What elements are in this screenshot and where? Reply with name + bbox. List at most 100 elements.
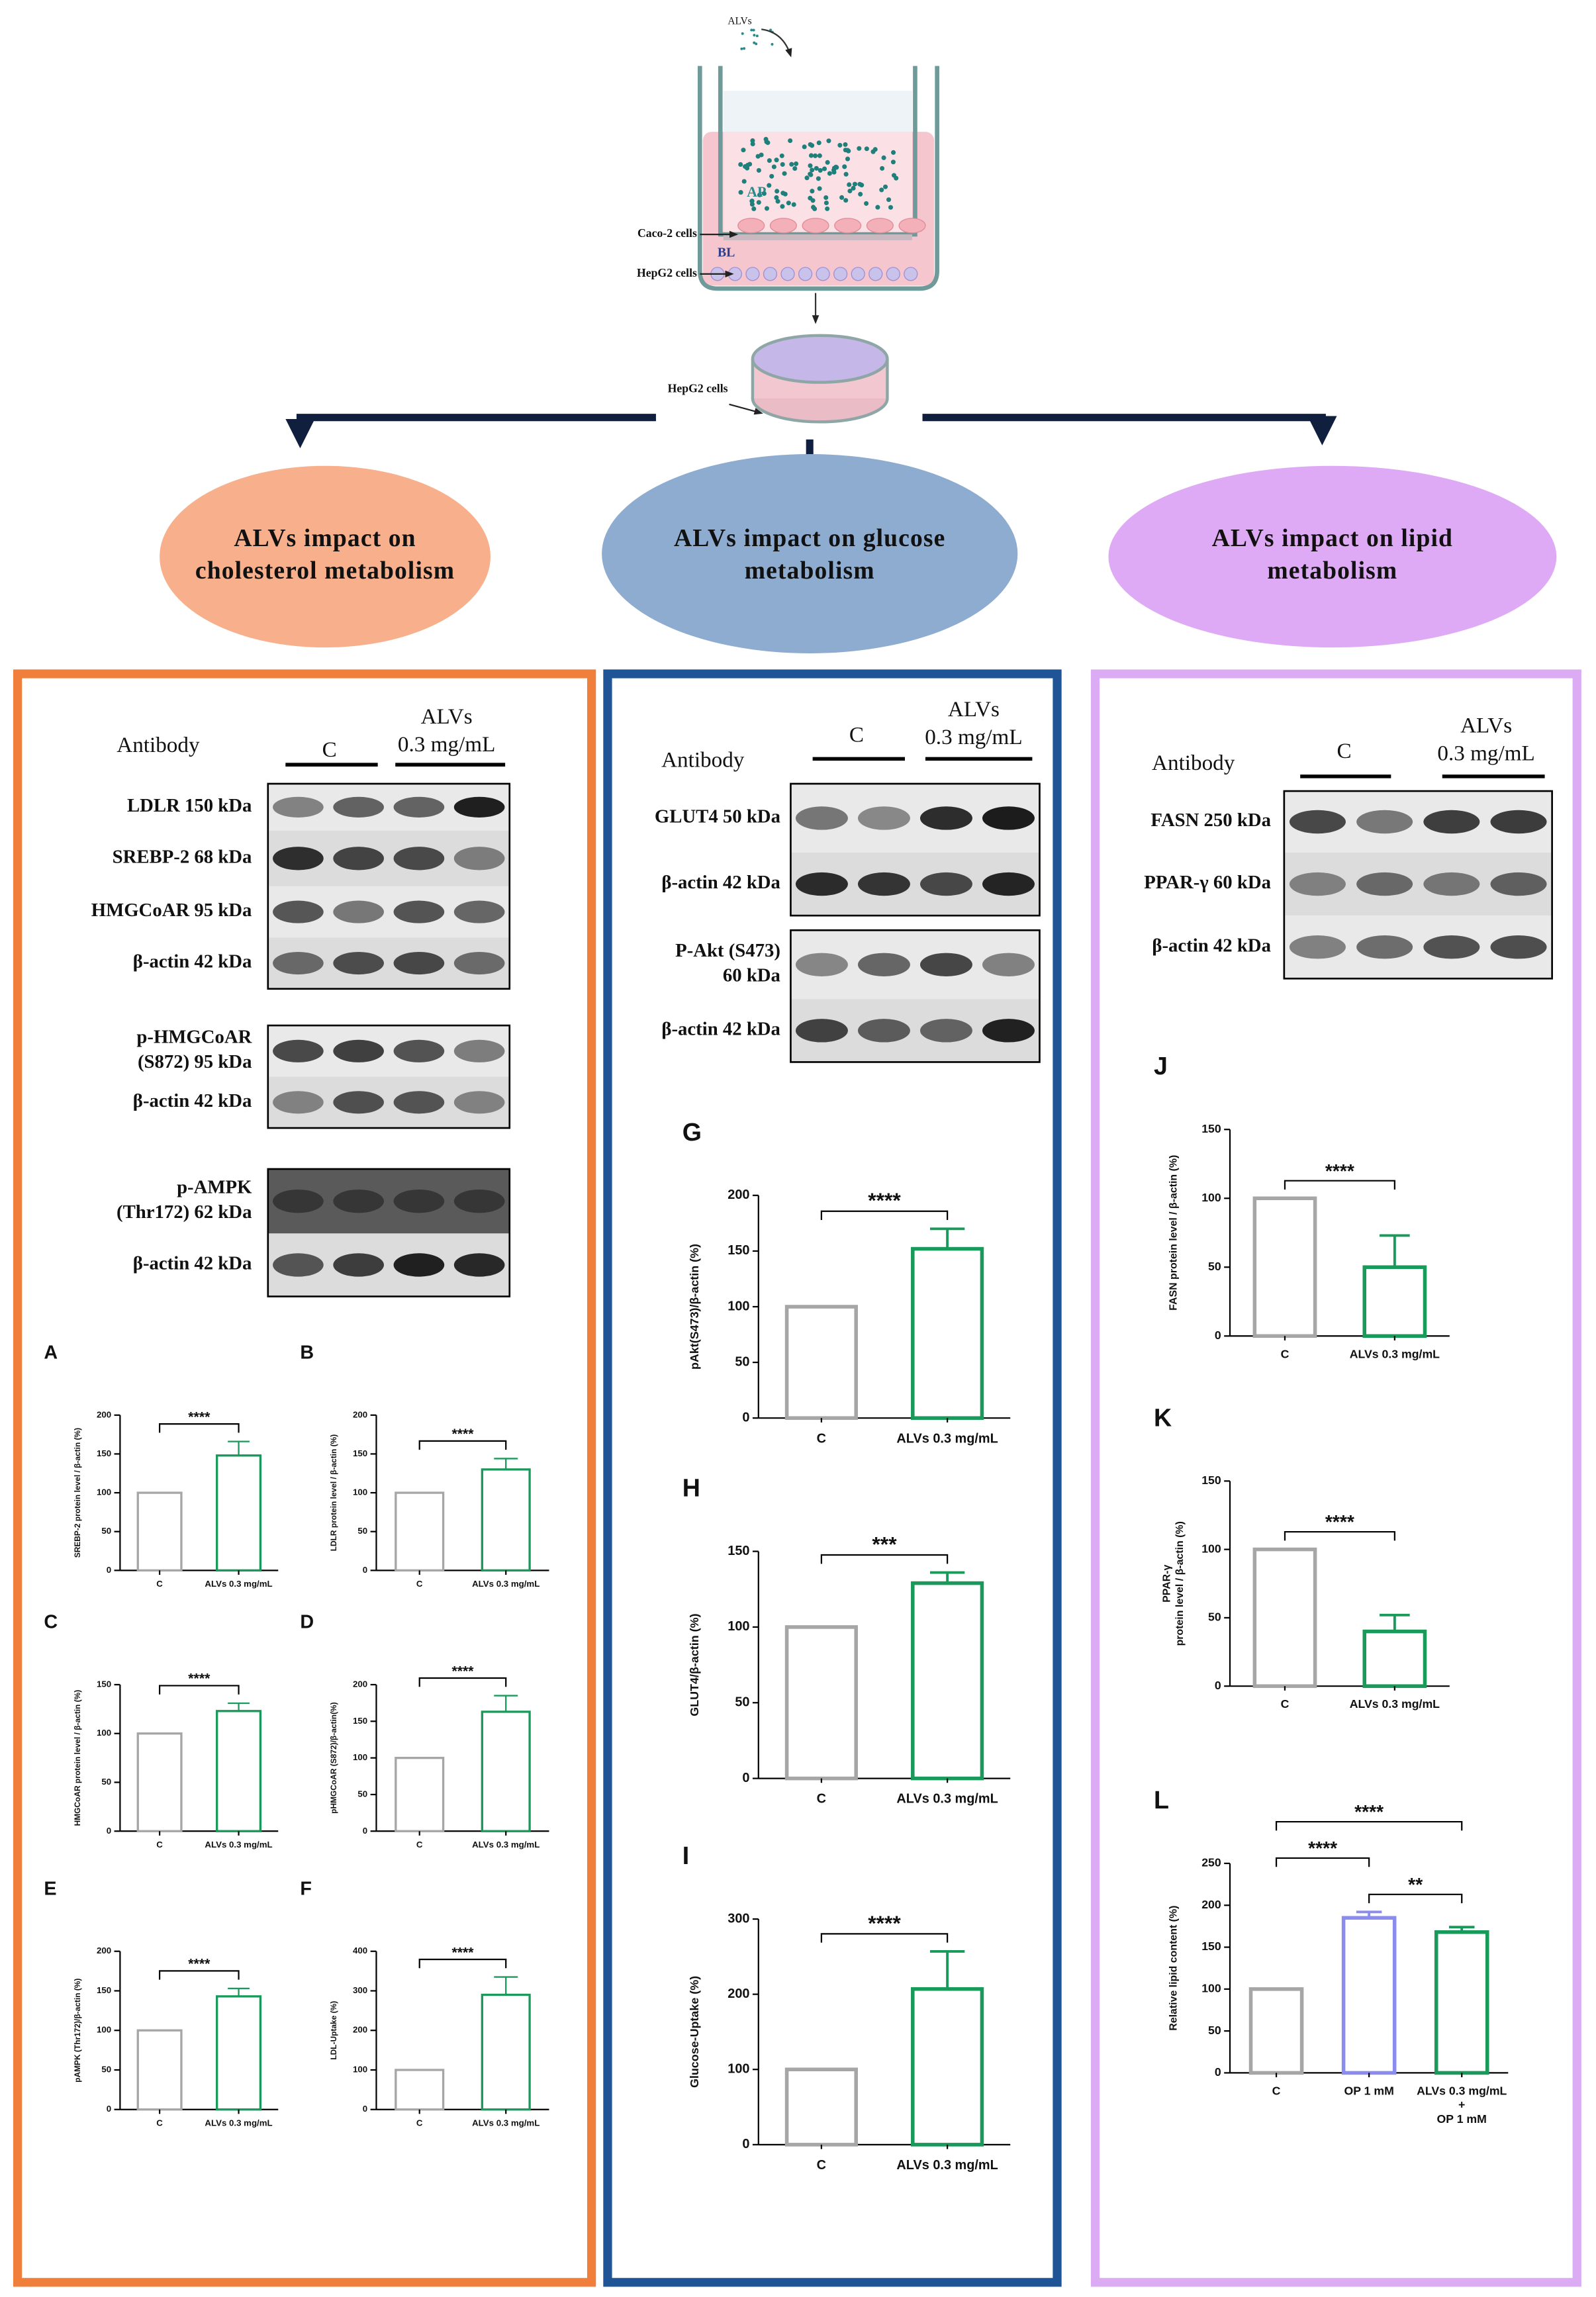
vesicle [749,199,755,204]
bar [136,2029,183,2111]
vesicle [740,47,743,50]
vesicle [808,153,814,158]
y-tick-label: 400 [353,1945,367,1955]
blot-row-label: p-AMPK [177,1176,252,1197]
blot-row-label: HMGCoAR 95 kDa [91,900,252,921]
blot-row-label: PPAR-γ 60 kDa [1144,872,1271,893]
caco2-cell [898,218,926,234]
bar [911,1581,984,1781]
vesicle [764,206,770,211]
vesicle [810,198,816,203]
dish: HepG2 cells [668,334,889,424]
vesicle [782,171,787,176]
significance-label: **** [188,1671,211,1687]
vesicle [857,181,863,187]
vesicle [864,146,869,152]
x-tick-label: ALVs 0.3 mg/mL [205,1579,272,1589]
branch-title: metabolism [1267,557,1397,585]
caco2-cell [737,218,765,234]
y-axis-label: LDLR protein level / β-actin (%) [329,1434,338,1551]
x-tick-label: C [1281,1347,1290,1360]
blot-row-label: β-actin 42 kDa [133,1253,252,1274]
vesicle [816,176,821,181]
significance-label: **** [188,1957,211,1972]
significance-label: **** [1325,1160,1354,1182]
blot-header: ALVs [1460,713,1512,737]
vesicle [852,181,858,187]
vesicle [750,141,755,147]
blot-band [982,1019,1035,1043]
y-tick-label: 0 [363,2104,367,2114]
caco2-cell [769,218,797,234]
vesicle [771,42,774,46]
x-tick-label: C [1281,1697,1290,1711]
well-wall [697,66,939,291]
blot-frame [267,1024,511,1129]
bar [136,1732,183,1832]
blot-band [333,1039,384,1062]
blot-band [982,953,1035,976]
bar [1252,1196,1317,1338]
blot-frame [790,782,1041,917]
x-tick-label: ALVs 0.3 mg/mL [896,1792,998,1806]
y-tick-label: 0 [1215,2065,1221,2079]
blot-band [453,1091,505,1114]
significance-bracket [820,1210,949,1220]
x-tick-label: C [817,1431,826,1446]
bar [911,1987,984,2147]
vesicle [825,206,830,211]
vesicle [786,201,791,206]
blot-row [790,930,1040,1000]
y-tick-label: 100 [353,2064,367,2074]
panel-letter: A [44,1342,58,1363]
x-tick-label: C [156,1840,163,1850]
bar [395,1491,445,1572]
blot-band [795,806,848,830]
blot-band [1423,810,1480,834]
blot-band [1289,810,1346,834]
vesicle [827,171,832,176]
vesicle [755,42,758,46]
y-tick-label: 100 [97,1728,111,1738]
y-tick-label: 100 [728,2062,749,2077]
blot-header: Antibody [1152,751,1235,775]
membrane [723,234,913,240]
blot-band [919,872,972,896]
y-tick-label: 200 [97,1945,111,1955]
x-tick-label: ALVs 0.3 mg/mL [472,2118,540,2128]
vesicle [879,187,884,193]
blot-band [393,1039,445,1062]
y-tick-label: 200 [728,1188,749,1202]
blot-row-label: β-actin 42 kDa [133,951,252,972]
bar [395,1756,445,1832]
y-tick-label: 100 [1201,1981,1221,1994]
vesicle [753,41,756,44]
vesicle [750,138,755,144]
x-tick-label: ALVs 0.3 mg/mL [1350,1697,1440,1711]
y-axis-label: GLUT4/β-actin (%) [688,1613,701,1716]
hepg2-cell [904,267,918,281]
blot-row-label: p-HMGCoAR [136,1027,252,1048]
vesicle [851,185,856,191]
blot-band [982,872,1035,896]
y-tick-label: 50 [101,2064,111,2074]
vesicle [767,183,772,188]
blot-band [795,953,848,976]
hepg2-cell [763,267,778,281]
blot-row-label: (S872) 95 kDa [138,1051,252,1072]
y-tick-label: 50 [357,1526,367,1536]
x-tick-label: ALVs 0.3 mg/mL [472,1840,540,1850]
vesicle [808,163,813,168]
y-tick-label: 100 [1201,1542,1221,1555]
blot-frame [267,782,511,990]
vesicle [763,136,769,142]
blot-band [273,952,324,975]
insert-top [723,91,913,132]
vesicle [817,153,822,158]
blot-band [919,1019,972,1043]
bar [216,1995,262,2111]
blot-band [453,1253,505,1277]
arrow-left [285,414,656,449]
blot-row-label: SREBP-2 68 kDa [113,846,252,867]
